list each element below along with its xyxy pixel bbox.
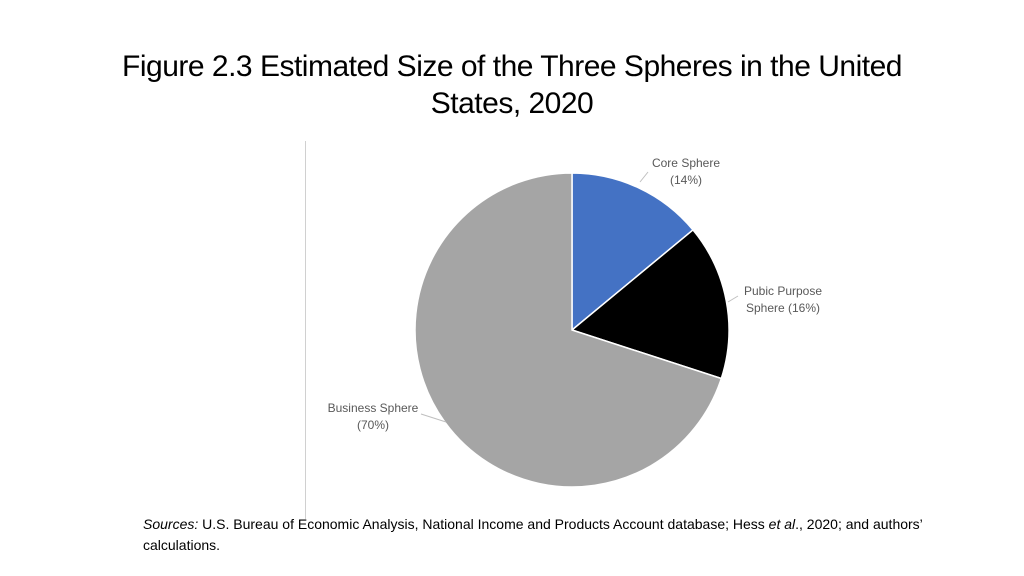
pie-slice-3 bbox=[414, 172, 723, 488]
pie-slice-1 bbox=[571, 172, 695, 332]
chart-title: Figure 2.3 Estimated Size of the Three S… bbox=[0, 48, 1024, 122]
title-line-2: States, 2020 bbox=[430, 87, 594, 120]
slice-label-2: Pubic Purpose Sphere (16%) bbox=[744, 284, 822, 315]
sources-etal: et al bbox=[768, 516, 796, 532]
leader-line-3 bbox=[420, 413, 447, 423]
title-line-1: Figure 2.3 Estimated Size of the Three S… bbox=[122, 50, 902, 83]
sources-text-a: U.S. Bureau of Economic Analysis, Nation… bbox=[198, 516, 769, 532]
sources-text-b: ., 2020; and authors’ calculations. bbox=[143, 516, 923, 553]
slice-label-1: Core Sphere (14%) bbox=[652, 156, 720, 187]
leader-line-1 bbox=[639, 171, 649, 183]
leader-line-2 bbox=[727, 295, 739, 303]
sources-label: Sources: bbox=[143, 516, 199, 532]
sources-note: Sources: U.S. Bureau of Economic Analysi… bbox=[143, 514, 963, 556]
pie-slice-2 bbox=[570, 228, 730, 380]
slice-label-3: Business Sphere (70%) bbox=[328, 401, 419, 432]
divider-line bbox=[305, 141, 306, 519]
